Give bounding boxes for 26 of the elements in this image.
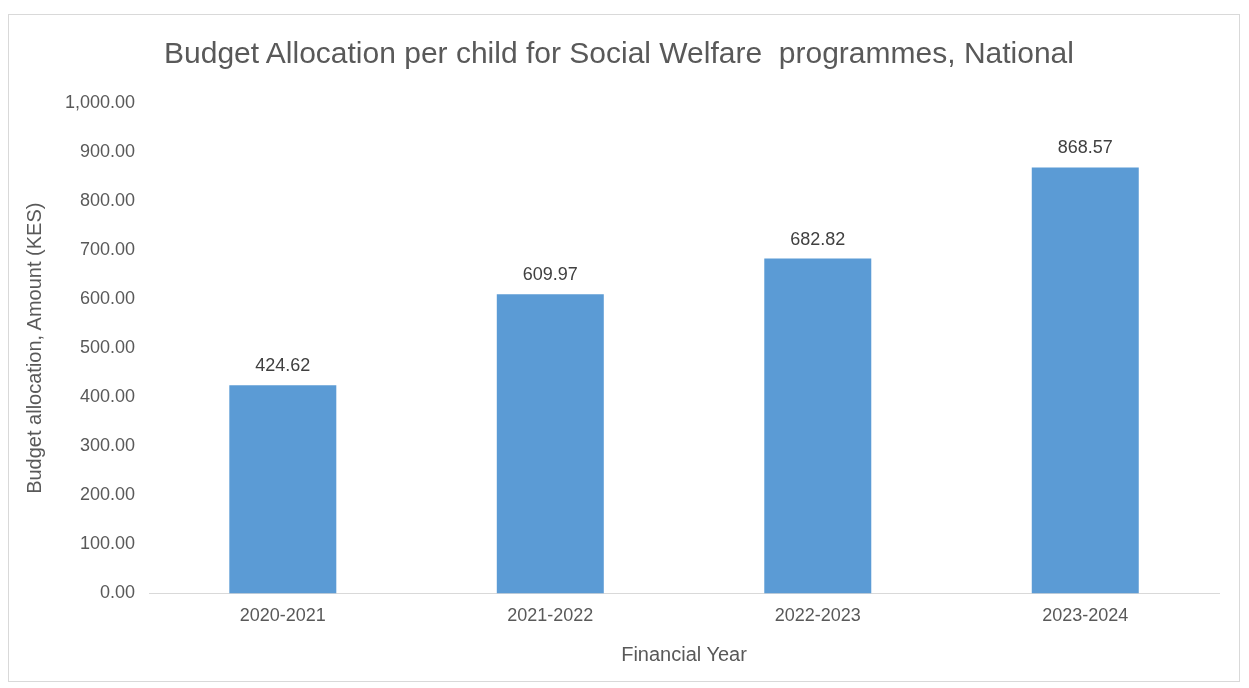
x-tick-label: 2022-2023 [774,605,861,626]
bar [229,385,337,594]
chart-title: Budget Allocation per child for Social Welfare programmes, National [164,36,1074,70]
y-tick-label: 600.00 [80,288,136,309]
y-tick-label: 700.00 [80,239,136,260]
y-tick-label: 1,000.00 [64,91,136,112]
x-tick-label: 2020-2021 [239,605,326,626]
bar [496,294,604,594]
x-axis-title: Financial Year [621,642,748,665]
bar [1031,167,1139,594]
y-tick-label: 500.00 [80,337,136,358]
y-tick-label: 800.00 [80,190,136,211]
data-label: 682.82 [790,228,846,249]
y-tick-label: 100.00 [80,533,136,554]
y-tick-label: 0.00 [100,582,136,603]
x-tick-label: 2021-2022 [507,605,594,626]
data-label: 609.97 [522,264,578,285]
y-axis-title: Budget allocation, Amount (KES) [22,202,45,494]
bar [764,258,872,594]
y-tick-label: 200.00 [80,484,136,505]
x-tick-label: 2023-2024 [1042,605,1129,626]
y-tick-label: 900.00 [80,141,136,162]
y-tick-label: 400.00 [80,386,136,407]
y-tick-label: 300.00 [80,435,136,456]
data-label: 868.57 [1057,137,1113,158]
data-label: 424.62 [255,355,311,376]
